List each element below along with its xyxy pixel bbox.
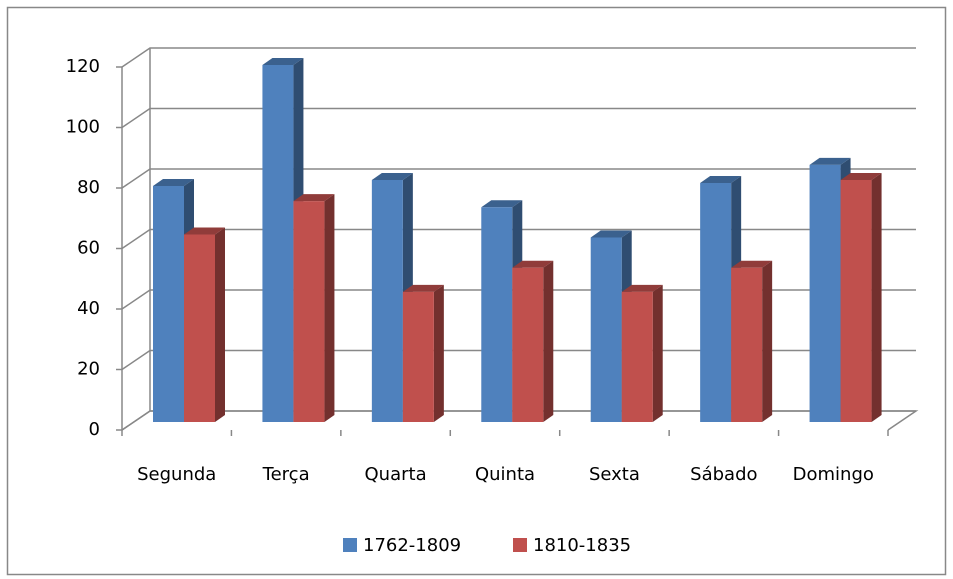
bar <box>512 260 554 422</box>
y-tick-label: 120 <box>66 56 100 77</box>
bar-top <box>621 284 663 292</box>
legend-swatch <box>513 538 527 552</box>
bar-front <box>731 267 763 422</box>
legend-swatch <box>343 538 357 552</box>
bar <box>184 227 225 422</box>
bar-side <box>871 173 882 422</box>
bar-front <box>153 186 184 422</box>
bar-side <box>652 284 663 422</box>
y-tick-label: 100 <box>66 117 100 138</box>
bar <box>293 194 335 422</box>
grid-line <box>121 47 916 68</box>
bar <box>731 260 773 422</box>
bar-top <box>731 260 773 268</box>
bar-top <box>512 260 554 268</box>
bar-top <box>371 173 413 180</box>
x-tick-label: Terça <box>262 464 310 485</box>
bar <box>621 284 663 422</box>
bar-front <box>621 291 653 422</box>
bar <box>402 284 444 422</box>
grid-line <box>121 168 916 189</box>
bar-top <box>402 284 444 292</box>
bar-top <box>153 179 194 187</box>
bar-front <box>590 237 622 422</box>
bar-front <box>293 201 325 422</box>
y-tick-label: 20 <box>77 359 100 380</box>
y-tick-label: 40 <box>77 298 100 319</box>
y-tick-label: 0 <box>89 419 100 440</box>
legend-label: 1810-1835 <box>533 535 631 556</box>
bar-front <box>809 164 841 422</box>
bar-top <box>481 200 523 208</box>
bar-side <box>543 260 554 422</box>
bar <box>840 173 882 422</box>
bar-front <box>184 234 215 422</box>
x-tick-label: Sábado <box>690 464 757 485</box>
grid-line <box>121 228 916 250</box>
y-tick-label: 60 <box>77 238 100 259</box>
bar-side <box>215 227 225 422</box>
x-tick-label: Segunda <box>137 464 216 485</box>
x-tick-label: Quinta <box>475 464 535 485</box>
bar-front <box>840 180 872 422</box>
bar-top <box>293 194 335 202</box>
grid-line <box>121 107 916 129</box>
bar-side <box>433 284 444 422</box>
bar-top <box>184 227 225 235</box>
x-tick-label: Quarta <box>365 464 427 485</box>
bar-front <box>700 183 732 422</box>
bar-top <box>700 176 742 184</box>
bar-front <box>512 267 544 422</box>
bar-front <box>262 65 294 423</box>
bar-top <box>809 157 851 165</box>
x-tick-label: Domingo <box>793 464 874 485</box>
legend-label: 1762-1809 <box>363 535 461 556</box>
bar-side <box>324 194 335 422</box>
bar-top <box>590 230 632 238</box>
bar-top <box>840 173 882 180</box>
bar-side <box>762 260 773 422</box>
bar-top <box>262 58 304 66</box>
bar-front <box>402 291 434 422</box>
x-tick-label: Sexta <box>589 464 640 485</box>
bar-front <box>371 180 403 422</box>
y-tick-label: 80 <box>77 177 100 198</box>
bar-front <box>481 207 513 422</box>
